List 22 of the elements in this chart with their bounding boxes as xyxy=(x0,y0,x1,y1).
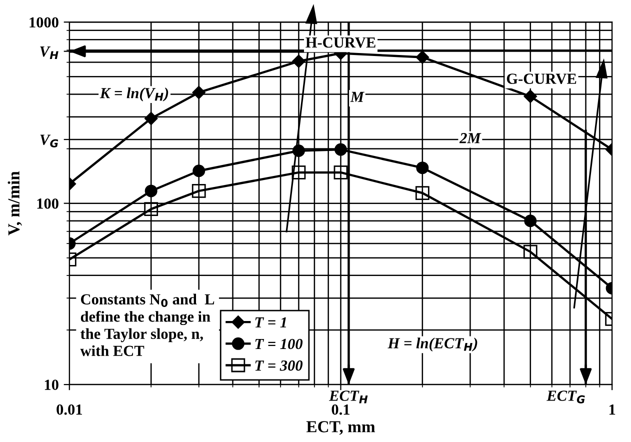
x-axis-title: ECT, mm xyxy=(306,421,376,435)
annotation: H-CURVE xyxy=(306,37,376,48)
y-tick-label: 100 xyxy=(37,198,58,209)
annotation: H = ln(ECT$_{H}$) xyxy=(388,338,478,352)
ref-line-label: ECT$_{G}$ xyxy=(546,390,585,404)
x-tick-label: 1 xyxy=(609,404,616,415)
legend-label: T = 1 xyxy=(255,317,286,328)
annotation: Constants N$_{0}$ and L define the change in the Taylor slope, n, with ECT xyxy=(80,294,214,356)
y-tick-label: 1000 xyxy=(30,17,58,28)
x-tick-label: 0.01 xyxy=(56,404,82,415)
y-axis-title: V, m/min xyxy=(8,171,22,236)
legend-label: T = 300 xyxy=(255,360,303,371)
annotation: G-CURVE xyxy=(506,74,576,84)
y-tick-label: V$_{H}$ xyxy=(40,46,58,60)
annotation: 2M xyxy=(459,133,482,144)
annotation: K = ln(V$_{H}$) xyxy=(100,88,168,102)
legend-label: T = 100 xyxy=(255,338,303,350)
y-tick-label: 10 xyxy=(44,380,58,390)
x-tick-label: 0.1 xyxy=(332,404,350,415)
annotation: M xyxy=(350,92,364,102)
ref-line-label: ECT$_{H}$ xyxy=(328,390,368,404)
y-tick-label: V$_{G}$ xyxy=(40,134,58,148)
